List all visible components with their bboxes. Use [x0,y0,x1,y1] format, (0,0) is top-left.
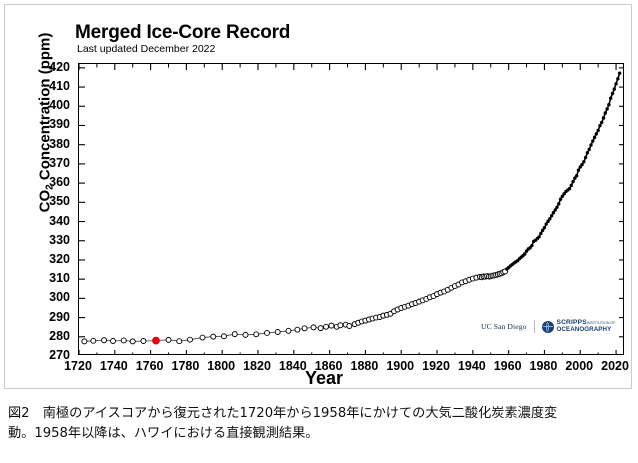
y-tick-label: 350 [49,194,70,209]
x-tick-label: 1820 [243,359,271,373]
chart-subtitle: Last updated December 2022 [77,43,216,55]
y-tick-label: 340 [49,213,70,228]
x-tick-label: 1880 [350,359,379,373]
x-tick-label: 1860 [314,359,343,373]
x-tick-label: 2000 [565,359,594,373]
x-tick-label: 1760 [135,359,164,373]
x-tick-label: 1780 [171,359,200,373]
y-tick-label: 300 [49,290,70,305]
logo-divider [533,320,535,334]
y-axis-labels: 270 280 290 300 310 320 330 340 350 360 370 380 390 4… [5,5,78,390]
y-tick-label: 390 [49,117,70,132]
y-tick-label: 370 [49,155,70,170]
x-tick-label: 1960 [493,359,522,373]
plot-area [78,63,624,355]
y-tick-label: 310 [49,270,70,285]
chart-canvas [79,64,623,354]
x-tick-label: 1800 [207,359,236,373]
y-tick-label: 270 [49,347,70,362]
y-tick-label: 380 [49,136,70,151]
y-tick-label: 410 [49,78,70,93]
scripps-logo-line1: SCRIPPSINSTITUTION OF [556,319,616,327]
chart-title: Merged Ice-Core Record [75,22,291,43]
x-tick-label: 1900 [386,359,415,373]
logo-group: UC San Diego SCRIPPSINSTITUTION OF OCEAN… [478,318,619,336]
ucsd-logo: UC San Diego [481,322,527,332]
caption-line-2: 動。1958年以降は、ハワイにおける直接観測結果。 [8,426,319,442]
scripps-logo: SCRIPPSINSTITUTION OF OCEANOGRAPHY [541,319,616,333]
x-tick-label: 1980 [529,359,558,373]
y-tick-label: 290 [49,309,70,324]
globe-icon [541,320,554,333]
y-tick-label: 330 [49,232,70,247]
x-tick-label: 2020 [601,359,629,373]
y-tick-label: 360 [49,174,70,189]
scripps-institution-word: INSTITUTION OF [586,321,616,325]
y-tick-label: 280 [49,328,70,343]
figure-card: Merged Ice-Core Record Last updated Dece… [4,4,632,389]
x-tick-label: 1940 [457,359,486,373]
scripps-logo-line2: OCEANOGRAPHY [556,325,612,333]
y-tick-label: 400 [49,98,70,112]
figure-caption: 図2 南極のアイスコアから復元された1720年から1958年にかけての大気二酸化… [8,404,630,445]
x-tick-label: 1840 [278,359,307,373]
x-tick-label: 1920 [422,359,450,373]
scripps-logo-text: SCRIPPSINSTITUTION OF OCEANOGRAPHY [556,319,616,333]
caption-line-1: 図2 南極のアイスコアから復元された1720年から1958年にかけての大気二酸化… [8,406,558,421]
x-axis-title: Year [304,368,344,388]
scripps-word: SCRIPPS [556,319,587,326]
y-tick-label: 420 [49,59,70,74]
y-tick-label: 320 [49,251,70,266]
x-tick-label: 1740 [99,359,128,373]
x-axis-labels: 1720 1740 1760 1780 1800 1820 1840 1860 1880 1900… [5,355,638,390]
x-tick-label: 1720 [64,359,92,373]
